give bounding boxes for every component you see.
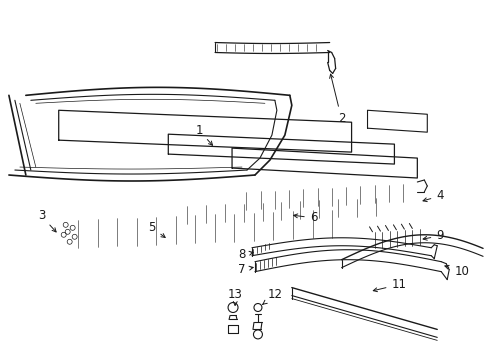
Text: 4: 4 xyxy=(422,189,443,202)
Text: 1: 1 xyxy=(195,124,212,145)
Text: 9: 9 xyxy=(422,229,443,242)
Text: 2: 2 xyxy=(329,74,345,125)
Text: 5: 5 xyxy=(148,221,165,238)
Text: 7: 7 xyxy=(238,263,253,276)
Text: 12: 12 xyxy=(262,288,283,304)
Text: 3: 3 xyxy=(38,210,56,232)
Text: 10: 10 xyxy=(444,265,468,278)
Text: 13: 13 xyxy=(227,288,243,305)
Text: 11: 11 xyxy=(372,278,406,292)
Text: 8: 8 xyxy=(238,248,253,261)
Text: 6: 6 xyxy=(293,211,317,224)
